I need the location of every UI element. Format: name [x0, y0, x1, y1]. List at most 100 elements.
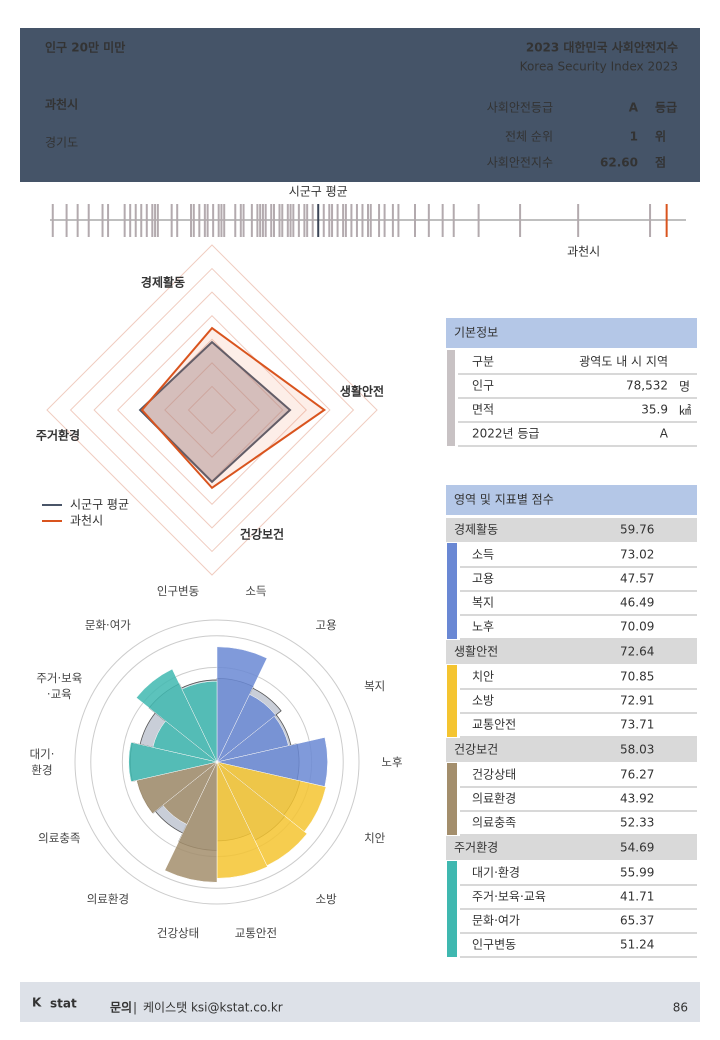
- group-score: 54.69: [620, 841, 654, 855]
- grid-ring: [90, 635, 344, 889]
- group-side-bar: [447, 665, 457, 737]
- polar-label: 교통안전: [234, 925, 278, 940]
- polar-label: 소득: [245, 584, 267, 599]
- row-label: 면적: [472, 403, 494, 417]
- item-score: 52.33: [620, 816, 654, 830]
- row-value: 78,532: [626, 379, 668, 393]
- polar-label: 복지: [364, 679, 386, 694]
- table-title: 기본정보: [454, 326, 498, 340]
- group-score: 59.76: [620, 523, 654, 537]
- city-name: 과천시: [45, 97, 78, 112]
- polar-label: 치안: [364, 830, 386, 845]
- group-row: [446, 738, 697, 762]
- group-name: 경제활동: [454, 523, 498, 537]
- group-row: [446, 640, 697, 664]
- item-name: 주거·보육·교육: [472, 890, 546, 904]
- stat-unit: 등급: [655, 101, 677, 115]
- grid-ring: [46, 244, 378, 576]
- group-name: 건강보건: [454, 743, 498, 757]
- polar-label: 소방: [315, 891, 337, 906]
- row-value: A: [660, 427, 669, 441]
- radar-axis-label: 생활안전: [340, 384, 384, 399]
- grid-ring: [164, 362, 260, 458]
- polar-label: 의료환경: [86, 891, 130, 906]
- polar-bar: [216, 646, 268, 763]
- header-band: [20, 28, 700, 182]
- item-score: 46.49: [620, 596, 654, 610]
- province: 경기도: [45, 136, 78, 150]
- polar-label: 건강상태: [156, 925, 200, 940]
- polar-bar: [128, 742, 218, 782]
- contact-label: 문의: [110, 1000, 132, 1015]
- polar-bar: [216, 694, 277, 763]
- item-score: 41.71: [620, 890, 654, 904]
- item-score: 76.27: [620, 768, 654, 782]
- contact: 케이스탯 ksi@kstat.co.kr: [143, 1001, 283, 1015]
- radar-area: [140, 326, 327, 490]
- item-name: 고용: [472, 572, 494, 586]
- polar-label: 노후: [381, 755, 403, 769]
- table-header: [446, 485, 697, 515]
- radar-axis-label: 주거환경: [36, 428, 80, 443]
- item-score: 51.24: [620, 938, 654, 952]
- grid-ring: [69, 267, 355, 553]
- table-header: [446, 318, 697, 348]
- item-name: 교통안전: [472, 718, 516, 732]
- item-score: 55.99: [620, 866, 654, 880]
- table-side-bar: [447, 350, 455, 446]
- polar-label: 대기· 환경: [29, 747, 55, 777]
- item-score: 43.92: [620, 792, 654, 806]
- table-title: 영역 및 지표별 점수: [454, 493, 554, 507]
- polar-label: 의료충족: [38, 830, 81, 845]
- grid-ring: [187, 385, 237, 435]
- item-name: 대기·환경: [472, 866, 520, 880]
- row-value: 35.9: [641, 403, 668, 417]
- polar-bar: [181, 680, 218, 763]
- stat-value: 62.60: [600, 156, 638, 170]
- self-label: 과천시: [567, 244, 600, 259]
- item-score: 70.85: [620, 670, 654, 684]
- row-value: 광역도 내 시 지역: [579, 355, 668, 369]
- group-score: 72.64: [620, 645, 654, 659]
- item-name: 인구변동: [472, 938, 516, 952]
- stat-unit: 위: [655, 130, 666, 144]
- item-name: 소방: [472, 694, 494, 708]
- page-number: 86: [673, 1001, 688, 1015]
- radar-axis-label: 건강보건: [240, 527, 284, 542]
- polar-label: 인구변동: [156, 584, 200, 599]
- item-name: 의료환경: [472, 792, 516, 806]
- item-score: 47.57: [620, 572, 654, 586]
- item-name: 문화·여가: [472, 914, 520, 928]
- item-name: 복지: [472, 596, 494, 610]
- radar-axis-label: 경제활동: [141, 275, 185, 290]
- group-side-bar: [447, 861, 457, 957]
- group-row: [446, 836, 697, 860]
- radar-area: [138, 340, 292, 484]
- report-title: 2023 대한민국 사회안전지수: [526, 40, 678, 55]
- polar-bar: [136, 668, 218, 763]
- report-subtitle: Korea Security Index 2023: [520, 60, 678, 74]
- item-score: 72.91: [620, 694, 654, 708]
- item-score: 73.02: [620, 548, 654, 562]
- stat-value: 1: [630, 130, 638, 144]
- polar-label: 주거·보육 ·교육: [36, 671, 83, 702]
- stat-unit: 점: [655, 155, 666, 170]
- item-score: 65.37: [620, 914, 654, 928]
- item-name: 건강상태: [472, 768, 516, 782]
- grid-ring: [117, 315, 307, 505]
- row-unit: 명: [679, 380, 690, 394]
- item-name: 노후: [472, 620, 494, 634]
- logo-stat: stat: [50, 997, 77, 1011]
- group-score: 58.03: [620, 743, 654, 757]
- stat-label: 사회안전등급: [487, 101, 553, 115]
- group-side-bar: [447, 543, 457, 639]
- item-score: 70.09: [620, 620, 654, 634]
- row-label: 2022년 등급: [472, 427, 539, 441]
- item-name: 소득: [472, 548, 494, 562]
- row-label: 구분: [472, 355, 494, 369]
- stat-value: A: [629, 101, 639, 115]
- group-name: 생활안전: [454, 645, 498, 659]
- group-row: [446, 518, 697, 542]
